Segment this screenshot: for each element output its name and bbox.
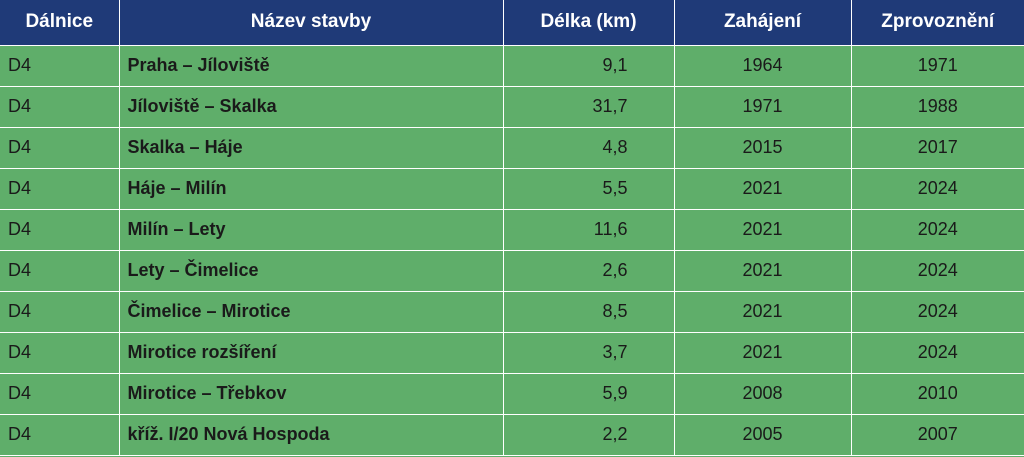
- cell-highway: D4: [0, 250, 120, 292]
- cell-section-name: Háje – Milín: [119, 168, 504, 210]
- cell-start-year: 2008: [674, 373, 852, 415]
- table-row: D4 kříž. I/20 Nová Hospoda 2,2 2005 2007: [0, 414, 1024, 456]
- column-header-highway: Dálnice: [0, 0, 120, 46]
- cell-start-year: 2021: [674, 332, 852, 374]
- cell-highway: D4: [0, 209, 120, 251]
- cell-opening-year: 2024: [851, 332, 1024, 374]
- cell-highway: D4: [0, 332, 120, 374]
- cell-opening-year: 2007: [851, 414, 1024, 456]
- cell-section-name: Skalka – Háje: [119, 127, 504, 169]
- table-row: D4 Milín – Lety 11,6 2021 2024: [0, 209, 1024, 251]
- cell-start-year: 2021: [674, 209, 852, 251]
- column-header-start: Zahájení: [674, 0, 852, 46]
- cell-opening-year: 2024: [851, 209, 1024, 251]
- cell-start-year: 2021: [674, 291, 852, 333]
- column-header-opening: Zprovoznění: [851, 0, 1024, 46]
- table-row: D4 Skalka – Háje 4,8 2015 2017: [0, 127, 1024, 169]
- cell-highway: D4: [0, 127, 120, 169]
- cell-highway: D4: [0, 168, 120, 210]
- cell-section-name: Mirotice rozšíření: [119, 332, 504, 374]
- cell-length: 2,2: [503, 414, 675, 456]
- cell-opening-year: 2024: [851, 291, 1024, 333]
- cell-opening-year: 2024: [851, 250, 1024, 292]
- cell-start-year: 2021: [674, 250, 852, 292]
- cell-start-year: 2015: [674, 127, 852, 169]
- cell-opening-year: 2024: [851, 168, 1024, 210]
- cell-length: 2,6: [503, 250, 675, 292]
- cell-start-year: 1971: [674, 86, 852, 128]
- cell-section-name: kříž. I/20 Nová Hospoda: [119, 414, 504, 456]
- cell-highway: D4: [0, 414, 120, 456]
- table-row: D4 Jíloviště – Skalka 31,7 1971 1988: [0, 86, 1024, 128]
- cell-section-name: Čimelice – Mirotice: [119, 291, 504, 333]
- cell-length: 11,6: [503, 209, 675, 251]
- cell-start-year: 1964: [674, 45, 852, 87]
- cell-length: 9,1: [503, 45, 675, 87]
- cell-length: 5,9: [503, 373, 675, 415]
- cell-length: 4,8: [503, 127, 675, 169]
- cell-section-name: Milín – Lety: [119, 209, 504, 251]
- table-header-row: Dálnice Název stavby Délka (km) Zahájení…: [0, 0, 1024, 46]
- cell-opening-year: 2017: [851, 127, 1024, 169]
- cell-section-name: Praha – Jíloviště: [119, 45, 504, 87]
- cell-highway: D4: [0, 373, 120, 415]
- column-header-section-name: Název stavby: [119, 0, 504, 46]
- table-row: D4 Praha – Jíloviště 9,1 1964 1971: [0, 45, 1024, 87]
- table-row: D4 Mirotice – Třebkov 5,9 2008 2010: [0, 373, 1024, 415]
- cell-highway: D4: [0, 291, 120, 333]
- cell-highway: D4: [0, 86, 120, 128]
- cell-length: 5,5: [503, 168, 675, 210]
- cell-opening-year: 1988: [851, 86, 1024, 128]
- cell-opening-year: 1971: [851, 45, 1024, 87]
- cell-length: 3,7: [503, 332, 675, 374]
- table-row: D4 Čimelice – Mirotice 8,5 2021 2024: [0, 291, 1024, 333]
- cell-highway: D4: [0, 45, 120, 87]
- column-header-length: Délka (km): [503, 0, 675, 46]
- cell-section-name: Lety – Čimelice: [119, 250, 504, 292]
- table-row: D4 Lety – Čimelice 2,6 2021 2024: [0, 250, 1024, 292]
- table-row: D4 Háje – Milín 5,5 2021 2024: [0, 168, 1024, 210]
- cell-length: 31,7: [503, 86, 675, 128]
- cell-opening-year: 2010: [851, 373, 1024, 415]
- cell-section-name: Jíloviště – Skalka: [119, 86, 504, 128]
- cell-length: 8,5: [503, 291, 675, 333]
- cell-start-year: 2005: [674, 414, 852, 456]
- cell-start-year: 2021: [674, 168, 852, 210]
- table-row: D4 Mirotice rozšíření 3,7 2021 2024: [0, 332, 1024, 374]
- cell-section-name: Mirotice – Třebkov: [119, 373, 504, 415]
